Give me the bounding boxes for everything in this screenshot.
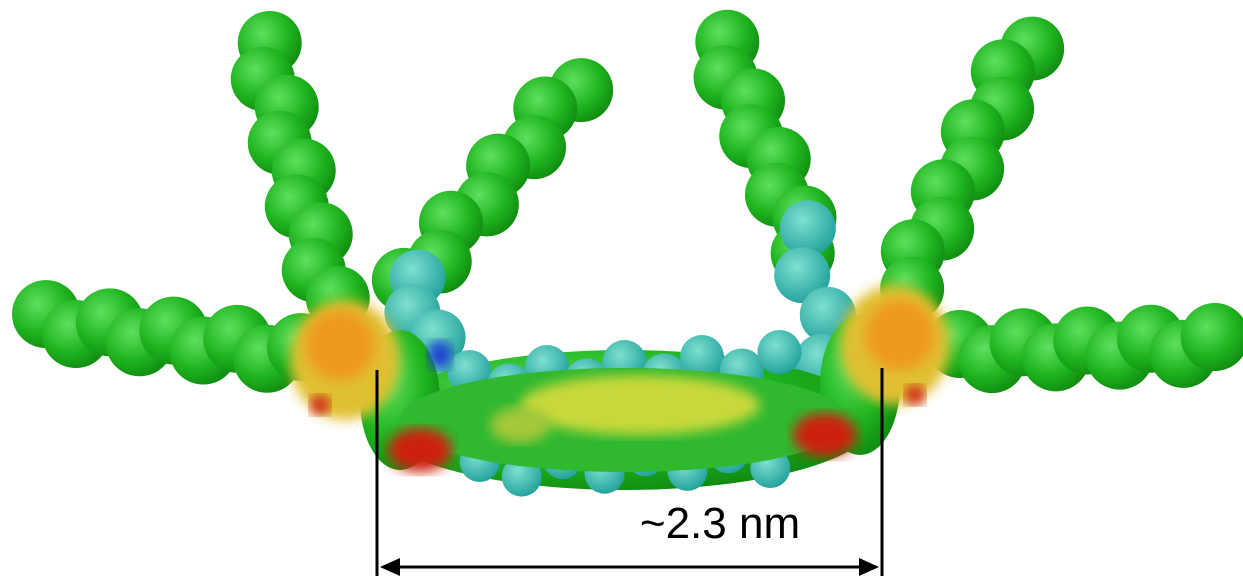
orange-patch bbox=[865, 300, 935, 370]
dimension-label: ~2.3 nm bbox=[640, 499, 800, 548]
atom bbox=[757, 330, 801, 374]
orange-patch bbox=[305, 310, 375, 380]
red-patch bbox=[793, 413, 857, 457]
molecule-figure: ~2.3 nm bbox=[0, 0, 1243, 578]
molecule bbox=[12, 10, 1243, 497]
yellow-patch bbox=[520, 375, 760, 435]
red-patch bbox=[905, 385, 925, 405]
red-patch bbox=[388, 428, 452, 472]
blue-patch bbox=[428, 341, 452, 369]
yellow-patch bbox=[490, 407, 550, 443]
page: ~2.3 nm (() => { const data = JSON.parse… bbox=[0, 0, 1243, 578]
red-patch bbox=[310, 395, 330, 415]
